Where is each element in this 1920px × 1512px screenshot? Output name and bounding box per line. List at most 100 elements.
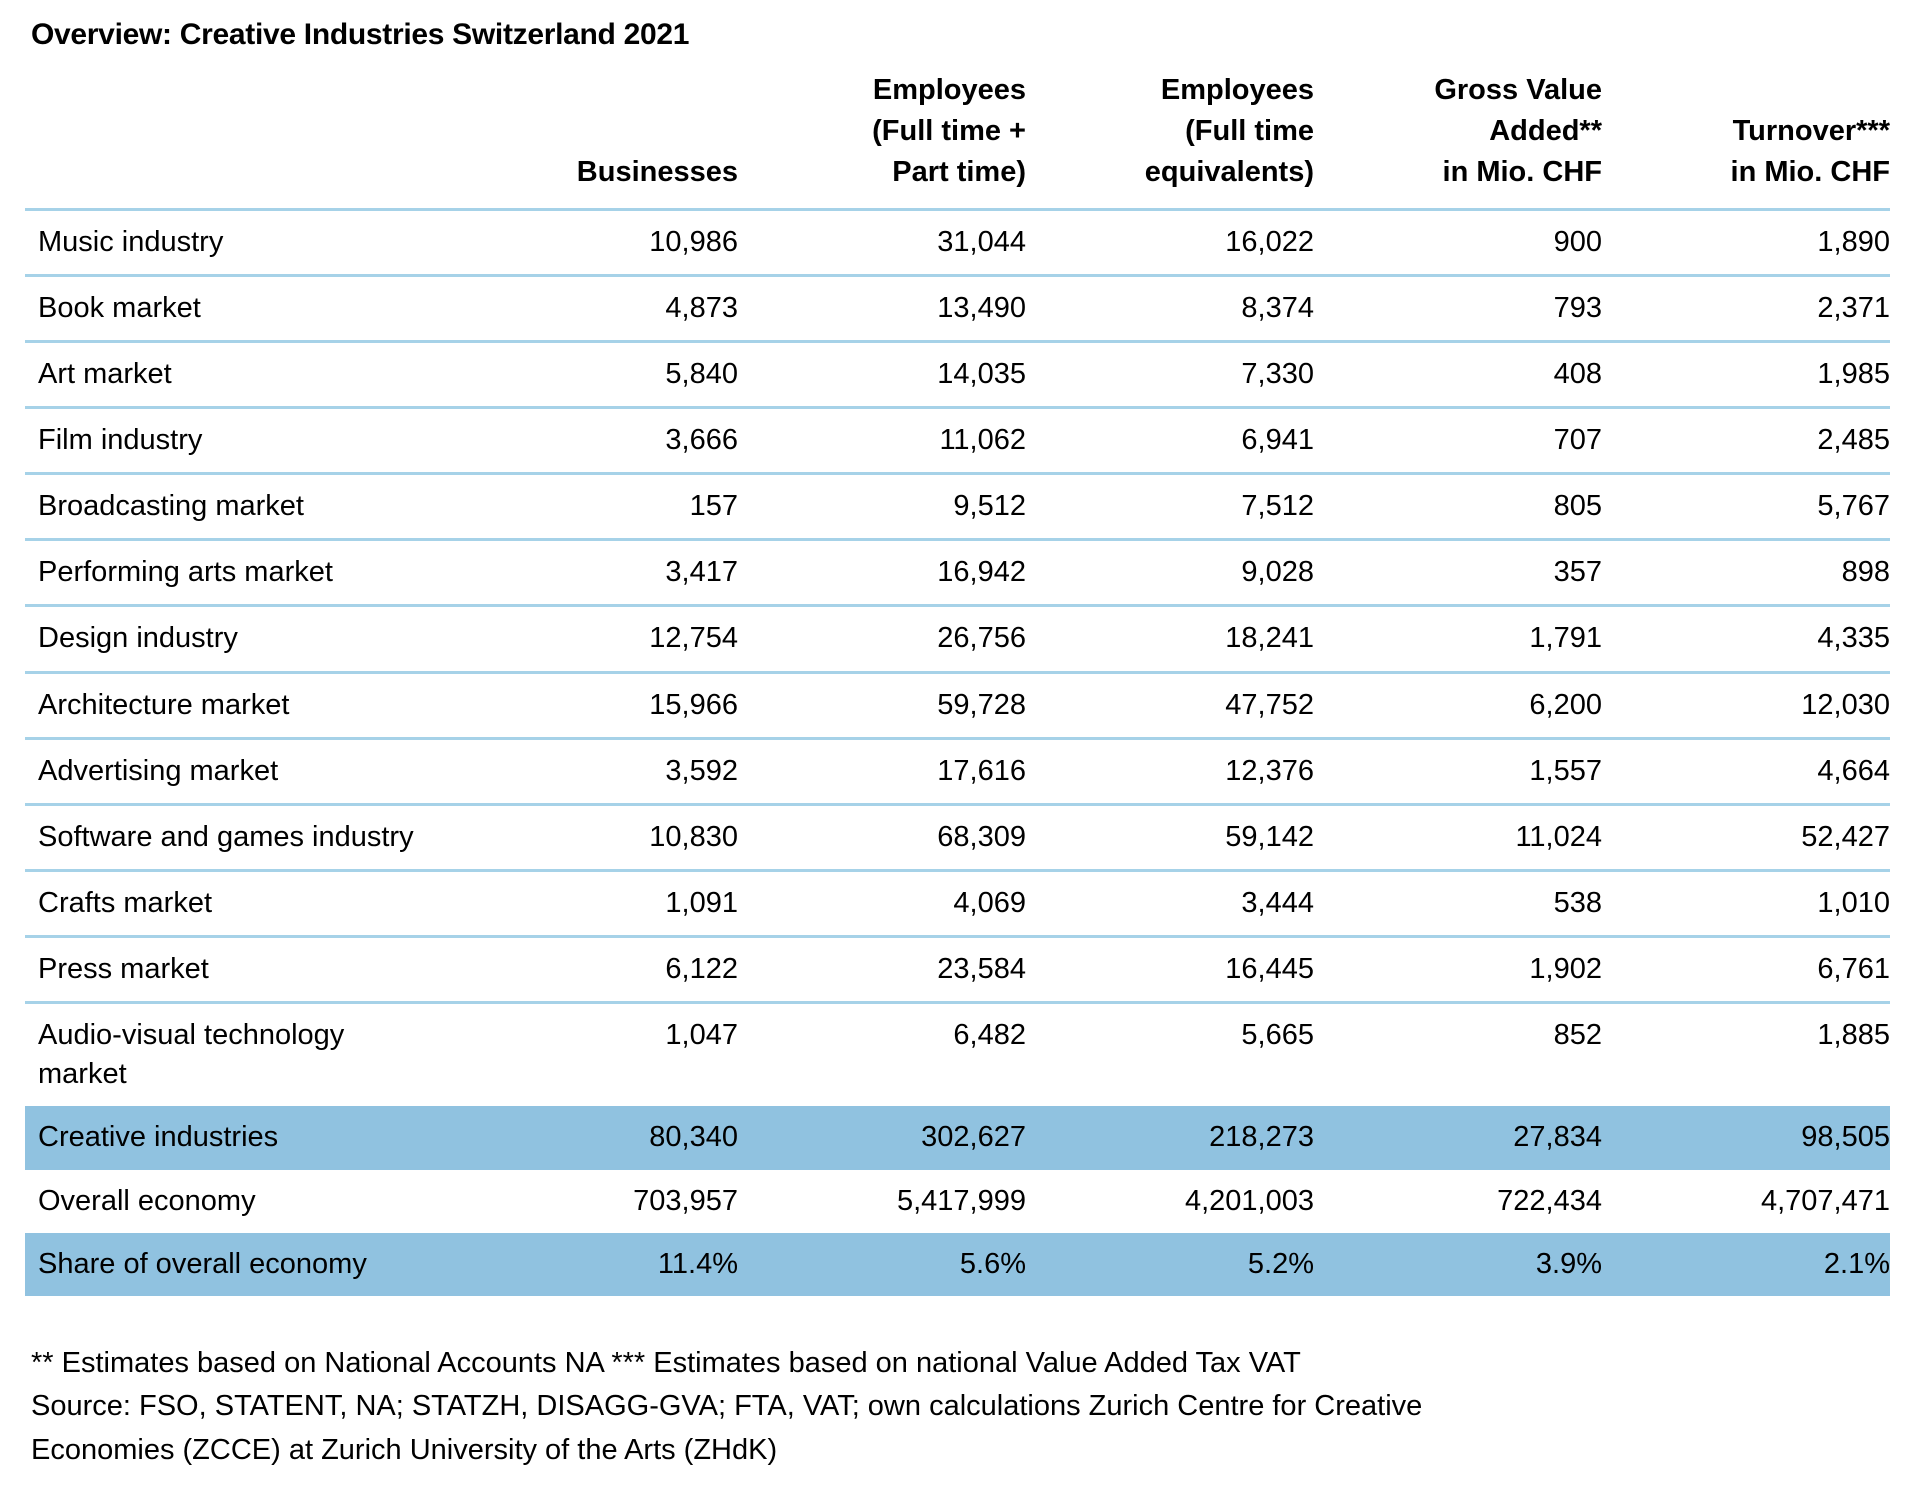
table-row: Design industry 12,754 26,756 18,241 1,791 4,… — [25, 605, 1890, 674]
creative-industries-table: Businesses Employees (Full time + Part t… — [25, 70, 1890, 1296]
cell-value: 5,840 — [450, 341, 738, 409]
row-label: Creative industries — [25, 1106, 450, 1170]
cell-value: 3.9% — [1314, 1232, 1602, 1296]
table-row: Crafts market 1,091 4,069 3,444 538 1,010 — [25, 870, 1890, 939]
table-header: Businesses Employees (Full time + Part t… — [25, 70, 1890, 211]
cell-value: 11.4% — [450, 1232, 738, 1296]
cell-value: 722,434 — [1497, 1184, 1602, 1217]
cell-value: 4,069 — [738, 870, 1026, 939]
table-row: Broadcasting market 157 9,512 7,512 805 5,767 — [25, 473, 1890, 542]
cell-value: 3,444 — [1026, 870, 1314, 939]
cell-value: 12,376 — [1026, 738, 1314, 806]
cell-value: 6,482 — [953, 1019, 1026, 1052]
cell-value: 3,417 — [450, 539, 738, 608]
cell-value: 538 — [1314, 870, 1602, 939]
row-label: Crafts market — [25, 870, 450, 939]
table-row: Music industry 10,986 31,044 16,022 900 1,890 — [25, 209, 1890, 277]
cell-value: 4,707,471 — [1760, 1184, 1890, 1217]
cell-value: 98,505 — [1602, 1106, 1890, 1170]
cell-value: 4,201,003 — [1184, 1184, 1314, 1217]
cell-value: 6,200 — [1314, 672, 1602, 740]
cell-value: 17,616 — [738, 738, 1026, 806]
row-label: Broadcasting market — [25, 473, 450, 542]
row-label: Share of overall economy — [25, 1232, 450, 1296]
table-row: Film industry 3,666 11,062 6,941 707 2,485 — [25, 407, 1890, 476]
cell-value: 707 — [1314, 407, 1602, 476]
row-label: Architecture market — [25, 672, 450, 740]
cell-value: 14,035 — [738, 341, 1026, 409]
cell-value: 703,957 — [633, 1184, 738, 1217]
footnote-source: Source: FSO, STATENT, NA; STATZH, DISAGG… — [31, 1390, 1423, 1466]
cell-value: 3,592 — [450, 738, 738, 806]
cell-value: 7,512 — [1026, 473, 1314, 542]
cell-value: 15,966 — [450, 672, 738, 740]
cell-value: 23,584 — [738, 936, 1026, 1005]
cell-value: 9,512 — [738, 473, 1026, 542]
cell-value: 16,942 — [738, 539, 1026, 608]
cell-value: 16,022 — [1026, 209, 1314, 277]
cell-value: 12,030 — [1602, 672, 1890, 740]
cell-value: 31,044 — [738, 209, 1026, 277]
row-label: Art market — [25, 341, 450, 409]
cell-value: 218,273 — [1026, 1106, 1314, 1170]
cell-value: 805 — [1314, 473, 1602, 542]
cell-value: 11,062 — [738, 407, 1026, 476]
cell-value: 10,830 — [450, 804, 738, 872]
table-row: Press market 6,122 23,584 16,445 1,902 6,761 — [25, 936, 1890, 1005]
cell-value: 13,490 — [738, 275, 1026, 343]
row-label: Advertising market — [25, 738, 450, 806]
cell-value: 10,986 — [450, 209, 738, 277]
cell-value: 357 — [1314, 539, 1602, 608]
cell-value: 68,309 — [738, 804, 1026, 872]
cell-value: 852 — [1553, 1019, 1602, 1052]
table-row: Share of overall economy 11.4% 5.6% 5.2% 3.9… — [25, 1232, 1890, 1296]
cell-value: 302,627 — [738, 1106, 1026, 1170]
table-row: Creative industries 80,340 302,627 218,273 2… — [25, 1106, 1890, 1170]
col-header-employees-fulltime-equivalents: Employees (Full time equivalents) — [1026, 70, 1314, 211]
cell-value: 5.2% — [1026, 1232, 1314, 1296]
table-body: Music industry 10,986 31,044 16,022 900 1,890… — [25, 209, 1890, 1296]
cell-value: 12,754 — [450, 605, 738, 674]
row-label-column-header — [25, 70, 450, 211]
row-label: Music industry — [25, 209, 450, 277]
cell-value: 6,941 — [1026, 407, 1314, 476]
cell-value: 1,791 — [1314, 605, 1602, 674]
cell-value: 1,985 — [1602, 341, 1890, 409]
cell-value: 5,665 — [1241, 1019, 1314, 1052]
cell-value: 898 — [1602, 539, 1890, 608]
col-header-businesses: Businesses — [450, 70, 738, 211]
cell-value: 1,557 — [1314, 738, 1602, 806]
col-header-employees-fulltime-parttime: Employees (Full time + Part time) — [738, 70, 1026, 211]
footnotes: ** Estimates based on National Accounts … — [31, 1342, 1531, 1473]
page-title: Overview: Creative Industries Switzerlan… — [31, 18, 690, 51]
cell-value: 9,028 — [1026, 539, 1314, 608]
cell-value: 900 — [1314, 209, 1602, 277]
col-header-turnover: Turnover*** in Mio. CHF — [1602, 70, 1890, 211]
cell-value: 7,330 — [1026, 341, 1314, 409]
row-label: Performing arts market — [25, 539, 450, 608]
cell-value: 16,445 — [1026, 936, 1314, 1005]
cell-value: 2.1% — [1602, 1232, 1890, 1296]
table-row: Book market 4,873 13,490 8,374 793 2,371 — [25, 275, 1890, 343]
cell-value: 4,335 — [1602, 605, 1890, 674]
cell-value: 408 — [1314, 341, 1602, 409]
cell-value: 1,902 — [1314, 936, 1602, 1005]
table-row: Advertising market 3,592 17,616 12,376 1,557… — [25, 738, 1890, 806]
row-label: Audio-visual technology market — [38, 1019, 345, 1091]
cell-value: 1,091 — [450, 870, 738, 939]
cell-value: 1,885 — [1817, 1019, 1890, 1052]
cell-value: 4,664 — [1602, 738, 1890, 806]
cell-value: 8,374 — [1026, 275, 1314, 343]
cell-value: 2,371 — [1602, 275, 1890, 343]
cell-value: 18,241 — [1026, 605, 1314, 674]
cell-value: 59,728 — [738, 672, 1026, 740]
table-row: Performing arts market 3,417 16,942 9,028 35… — [25, 539, 1890, 608]
table-row: Art market 5,840 14,035 7,330 408 1,985 — [25, 341, 1890, 409]
cell-value: 1,047 — [665, 1019, 738, 1052]
cell-value: 52,427 — [1602, 804, 1890, 872]
cell-value: 2,485 — [1602, 407, 1890, 476]
row-label: Book market — [25, 275, 450, 343]
cell-value: 5,767 — [1602, 473, 1890, 542]
cell-value: 26,756 — [738, 605, 1026, 674]
